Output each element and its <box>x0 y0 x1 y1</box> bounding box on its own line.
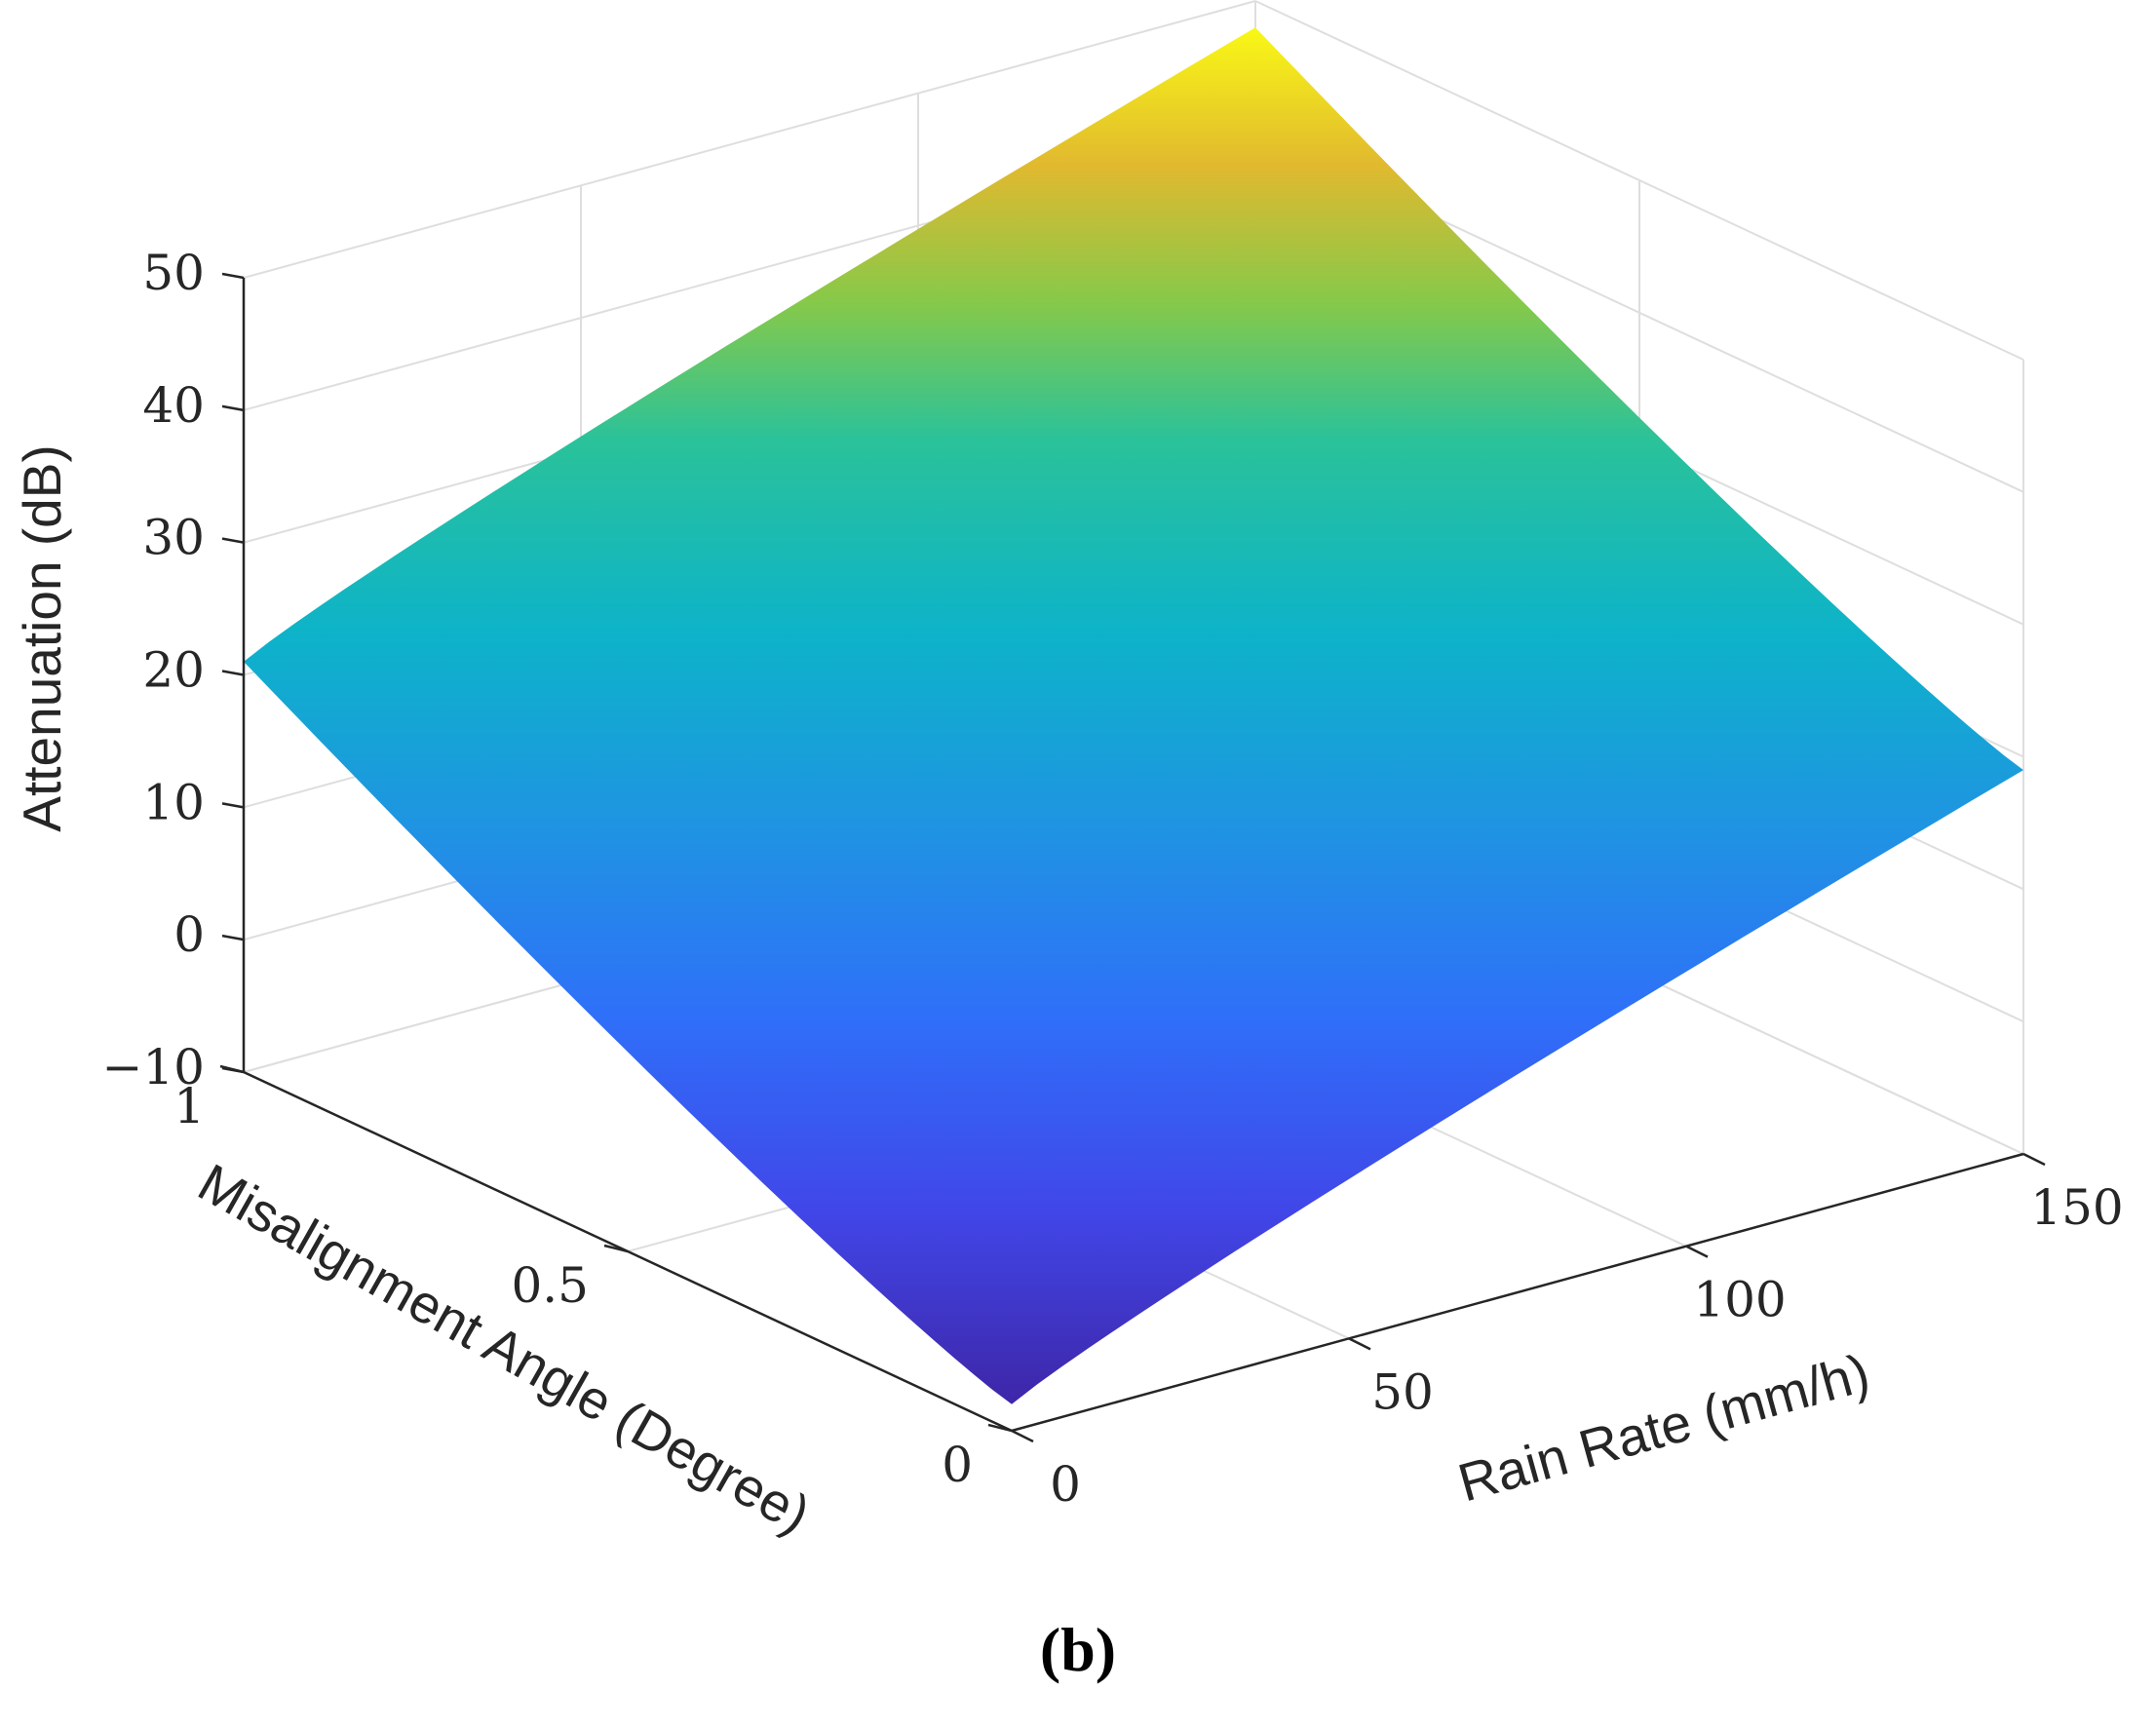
y-tick-mark <box>987 1423 1013 1433</box>
z-tick-label: 0 <box>173 906 205 963</box>
x-tick-mark <box>1348 1337 1371 1351</box>
x-tick-label: 50 <box>1371 1363 1434 1420</box>
z-tick-mark <box>221 272 245 280</box>
z-tick-mark <box>221 670 245 676</box>
y-tick-label: 0 <box>942 1437 973 1493</box>
side-wall-gridline <box>1254 0 2024 361</box>
y-tick-label: 0.5 <box>511 1257 589 1314</box>
axes <box>219 272 2046 1443</box>
y-axis-tick-labels: 0 0.5 1 <box>173 1078 973 1493</box>
z-axis-label: Attenuation (dB) <box>12 444 72 831</box>
x-tick-label: 150 <box>2030 1179 2123 1236</box>
attenuation-surface <box>244 27 2023 1404</box>
z-tick-label: 30 <box>142 510 205 566</box>
figure-caption: (b) <box>1040 1615 1116 1684</box>
x-tick-label: 100 <box>1693 1272 1786 1328</box>
z-axis-tick-labels: −10 0 10 20 30 40 50 <box>101 245 205 1095</box>
y-tick-label: 1 <box>173 1078 205 1134</box>
z-tick-label: 50 <box>142 245 205 301</box>
y-tick-mark <box>603 1244 629 1253</box>
x-tick-mark <box>1685 1245 1709 1258</box>
x-tick-mark <box>1011 1429 1034 1443</box>
z-tick-mark <box>221 404 245 412</box>
z-tick-mark <box>221 802 245 809</box>
z-tick-mark <box>221 537 245 544</box>
z-tick-label: 40 <box>142 377 205 434</box>
back-wall-gridline <box>243 0 1256 279</box>
z-tick-label: 20 <box>142 642 205 699</box>
x-tick-mark <box>2022 1152 2046 1167</box>
y-axis-label: Misalignment Angle (Degree) <box>188 1152 820 1545</box>
x-axis-tick-labels: 0 50 100 150 <box>1050 1179 2124 1513</box>
x-axis-label: Rain Rate (mm/h) <box>1452 1342 1876 1514</box>
z-tick-label: 10 <box>142 774 205 830</box>
y-tick-mark <box>219 1064 245 1074</box>
x-tick-label: 0 <box>1050 1456 1081 1513</box>
z-tick-mark <box>221 934 245 941</box>
x-axis-line <box>1011 1152 2024 1433</box>
z-tick-label: −10 <box>101 1039 205 1095</box>
